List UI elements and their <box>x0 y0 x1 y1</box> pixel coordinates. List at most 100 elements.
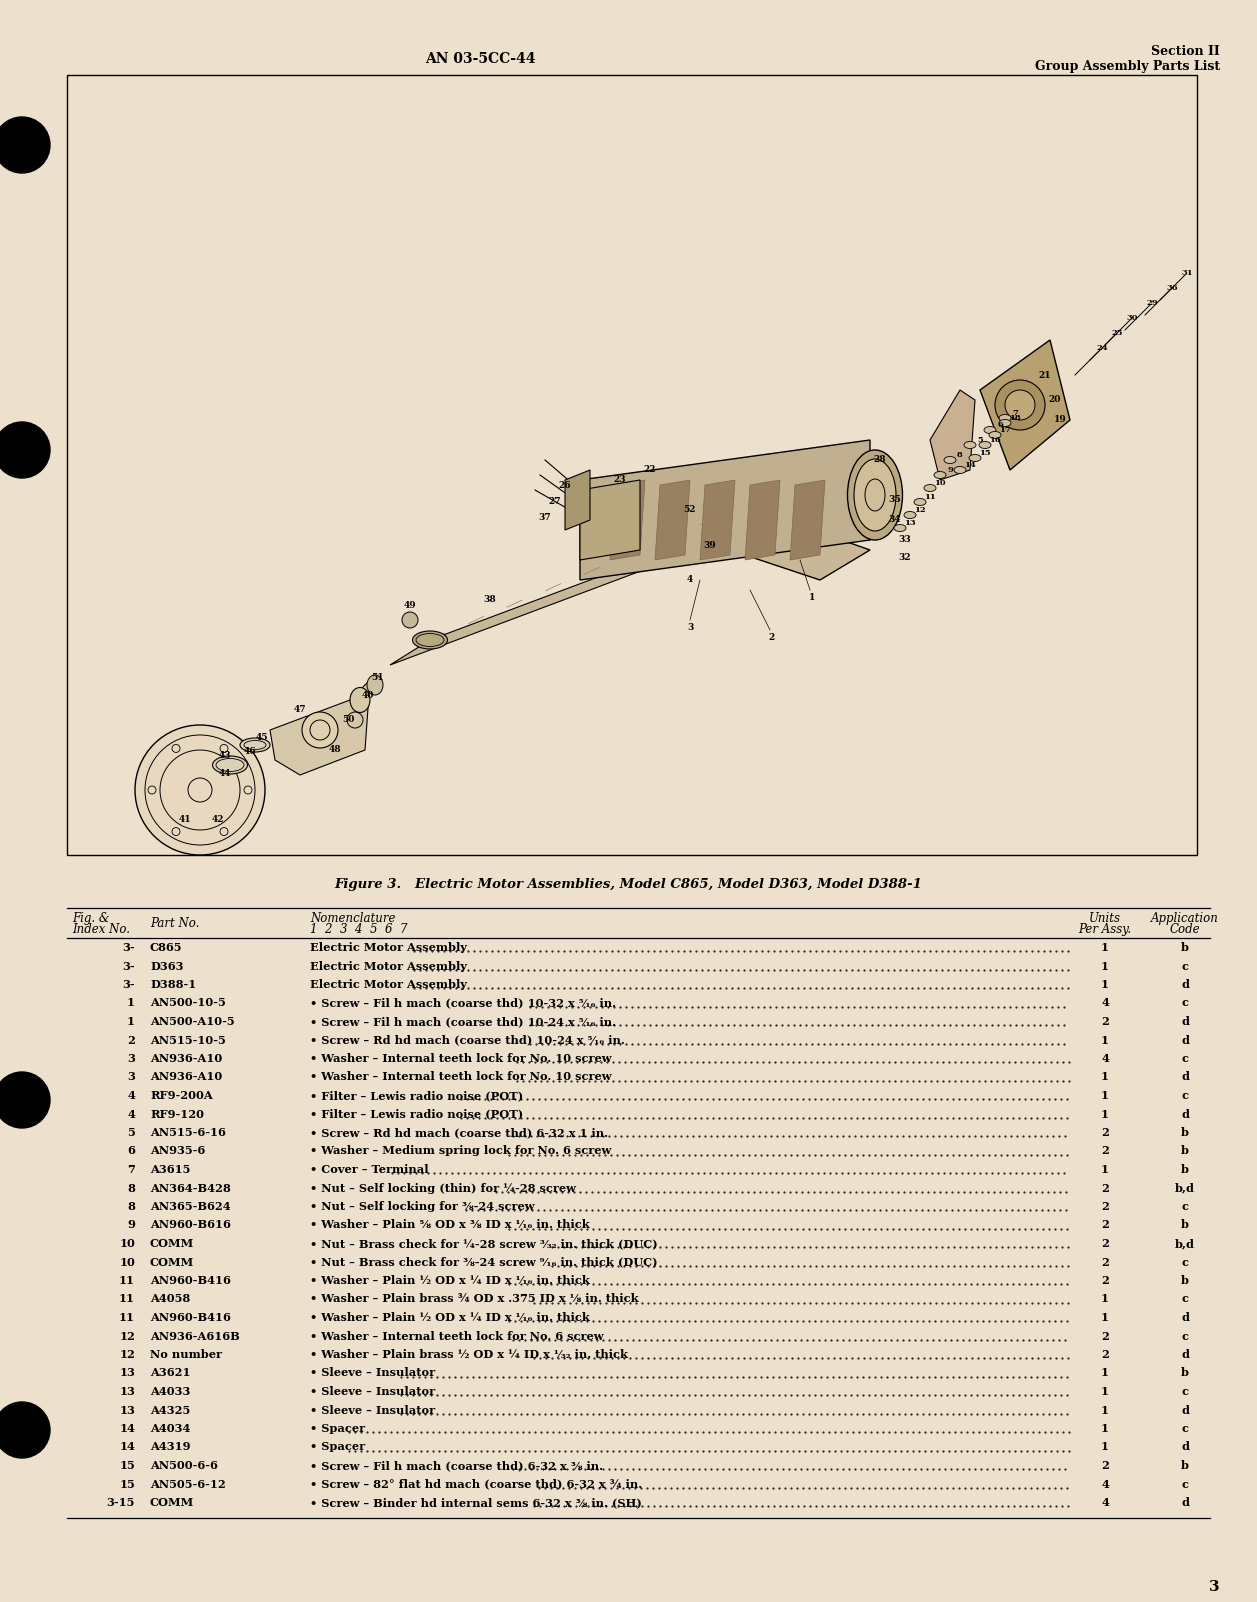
Text: 2: 2 <box>1101 1275 1109 1286</box>
Polygon shape <box>789 481 825 561</box>
Bar <box>67 75 1197 855</box>
Ellipse shape <box>944 457 957 463</box>
Text: 1: 1 <box>127 998 134 1009</box>
Text: 42: 42 <box>211 815 224 825</box>
Text: 18: 18 <box>1009 413 1021 421</box>
Text: 14: 14 <box>119 1423 134 1434</box>
Ellipse shape <box>212 756 248 774</box>
Text: 11: 11 <box>119 1312 134 1323</box>
Ellipse shape <box>984 426 996 434</box>
Text: 1: 1 <box>1101 1165 1109 1174</box>
Text: • Screw – Fil h mach (coarse thd) 10-24 x ⁵⁄₁₆ in.: • Screw – Fil h mach (coarse thd) 10-24 … <box>310 1016 616 1027</box>
Text: 31: 31 <box>1182 269 1193 277</box>
Text: 35: 35 <box>889 495 901 505</box>
Text: RF9-120: RF9-120 <box>150 1109 204 1120</box>
Text: 1: 1 <box>1101 1293 1109 1304</box>
Text: 2: 2 <box>1101 1016 1109 1027</box>
Text: 52: 52 <box>684 506 696 514</box>
Text: c: c <box>1182 998 1189 1009</box>
Text: 11: 11 <box>119 1293 134 1304</box>
Text: 34: 34 <box>889 516 901 524</box>
Ellipse shape <box>367 674 383 695</box>
Text: c: c <box>1182 1293 1189 1304</box>
Circle shape <box>0 1072 50 1128</box>
Text: 30: 30 <box>1126 314 1138 322</box>
Text: 50: 50 <box>342 716 354 724</box>
Ellipse shape <box>964 442 975 449</box>
Text: 51: 51 <box>372 673 385 682</box>
Text: 48: 48 <box>328 745 342 755</box>
Text: 17: 17 <box>999 426 1011 434</box>
Text: 2: 2 <box>1101 1256 1109 1267</box>
Text: b: b <box>1182 1165 1189 1174</box>
Text: Per Assy.: Per Assy. <box>1079 923 1131 936</box>
Text: AN960-B616: AN960-B616 <box>150 1219 231 1230</box>
Text: 4: 4 <box>127 1109 134 1120</box>
Text: 13: 13 <box>119 1368 134 1378</box>
Text: 15: 15 <box>119 1459 134 1471</box>
Text: • Sleeve – Insulator: • Sleeve – Insulator <box>310 1368 435 1378</box>
Ellipse shape <box>999 415 1011 421</box>
Text: 3-15: 3-15 <box>107 1496 134 1507</box>
Text: Figure 3.   Electric Motor Assemblies, Model C865, Model D363, Model D388-1: Figure 3. Electric Motor Assemblies, Mod… <box>334 878 921 891</box>
Text: 37: 37 <box>539 514 552 522</box>
Ellipse shape <box>349 687 370 713</box>
Text: Group Assembly Parts List: Group Assembly Parts List <box>1035 59 1221 74</box>
Text: • Washer – Plain ⅝ OD x ⅜ ID x ¹⁄₁₆ in. thick: • Washer – Plain ⅝ OD x ⅜ ID x ¹⁄₁₆ in. … <box>310 1219 590 1230</box>
Text: 1: 1 <box>127 1016 134 1027</box>
Text: 10: 10 <box>934 479 945 487</box>
Text: d: d <box>1182 1016 1189 1027</box>
Polygon shape <box>270 679 370 775</box>
Text: b,d: b,d <box>1175 1238 1195 1250</box>
Text: 2: 2 <box>1101 1219 1109 1230</box>
Text: 9: 9 <box>947 466 953 474</box>
Text: A4058: A4058 <box>150 1293 190 1304</box>
Text: • Screw – Rd hd mach (coarse thd) 6-32 x 1 in.: • Screw – Rd hd mach (coarse thd) 6-32 x… <box>310 1126 608 1137</box>
Text: 43: 43 <box>219 750 231 759</box>
Text: c: c <box>1182 1423 1189 1434</box>
Text: COMM: COMM <box>150 1496 195 1507</box>
Text: 2: 2 <box>1101 1145 1109 1157</box>
Text: 39: 39 <box>704 540 716 549</box>
Polygon shape <box>655 481 690 561</box>
Text: 29: 29 <box>1146 300 1158 308</box>
Text: 20: 20 <box>1048 396 1061 404</box>
Text: 2: 2 <box>1101 1238 1109 1250</box>
Text: • Screw – Rd hd mach (coarse thd) 10-24 x ⁵⁄₁₆ in.: • Screw – Rd hd mach (coarse thd) 10-24 … <box>310 1035 625 1046</box>
Text: A3621: A3621 <box>150 1368 191 1378</box>
Text: 1: 1 <box>1101 1368 1109 1378</box>
Text: 49: 49 <box>403 601 416 609</box>
Text: • Spacer: • Spacer <box>310 1423 365 1434</box>
Text: 13: 13 <box>904 519 916 527</box>
Text: A3615: A3615 <box>150 1165 190 1174</box>
Text: A4325: A4325 <box>150 1405 190 1416</box>
Text: RF9-200A: RF9-200A <box>150 1089 212 1101</box>
Text: No number: No number <box>150 1349 222 1360</box>
Text: Units: Units <box>1089 912 1121 924</box>
Text: 10: 10 <box>119 1238 134 1250</box>
Text: c: c <box>1182 1479 1189 1490</box>
Text: 15: 15 <box>979 449 991 457</box>
Text: • Washer – Medium spring lock for No. 6 screw: • Washer – Medium spring lock for No. 6 … <box>310 1145 611 1157</box>
Circle shape <box>0 117 50 173</box>
Text: • Washer – Plain brass ¾ OD x .375 ID x ⅛ in. thick: • Washer – Plain brass ¾ OD x .375 ID x … <box>310 1293 639 1304</box>
Text: 2: 2 <box>1101 1459 1109 1471</box>
Text: 11: 11 <box>924 493 936 501</box>
Text: 11: 11 <box>119 1275 134 1286</box>
Text: 7: 7 <box>1012 409 1018 417</box>
Text: b: b <box>1182 1145 1189 1157</box>
Circle shape <box>996 380 1045 429</box>
Text: 3: 3 <box>127 1053 134 1064</box>
Text: • Filter – Lewis radio noise (POT): • Filter – Lewis radio noise (POT) <box>310 1109 523 1120</box>
Text: 1: 1 <box>1101 1072 1109 1083</box>
Text: • Filter – Lewis radio noise (POT): • Filter – Lewis radio noise (POT) <box>310 1089 523 1101</box>
Text: COMM: COMM <box>150 1256 195 1267</box>
Text: AN936-A616B: AN936-A616B <box>150 1331 240 1341</box>
Ellipse shape <box>847 450 903 540</box>
Text: c: c <box>1182 1386 1189 1397</box>
Text: • Cover – Terminal: • Cover – Terminal <box>310 1165 429 1174</box>
Polygon shape <box>390 521 750 665</box>
Text: 4: 4 <box>1101 1053 1109 1064</box>
Text: 26: 26 <box>558 481 572 490</box>
Text: b: b <box>1182 1459 1189 1471</box>
